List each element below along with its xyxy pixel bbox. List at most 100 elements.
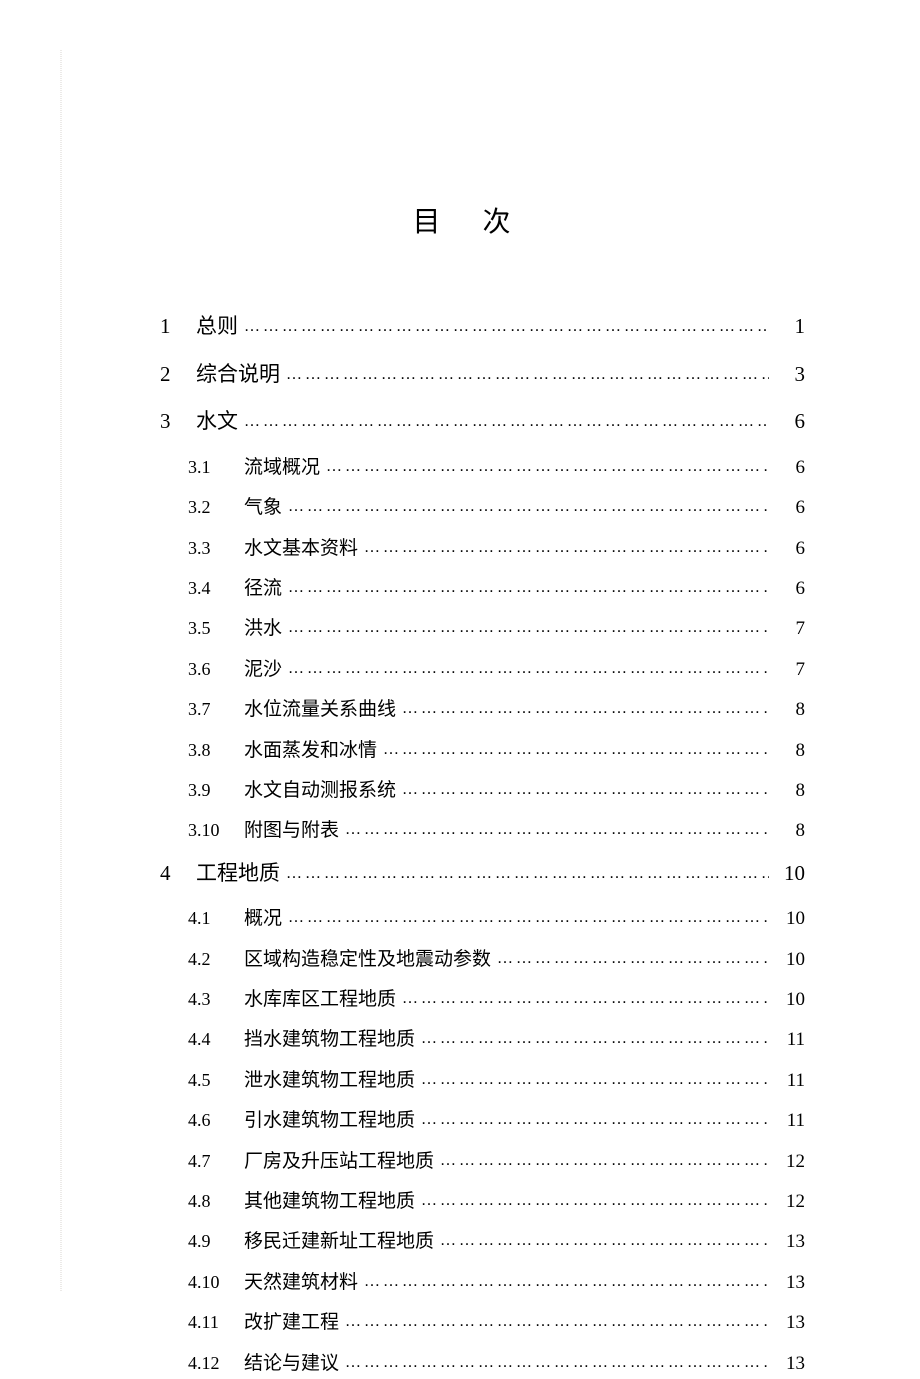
toc-entry: 4.11改扩建工程…………………………………………………………………………………… (160, 1308, 805, 1338)
toc-dot-leader: …………………………………………………………………………………………………………… (421, 1107, 769, 1133)
toc-number: 3.10 (188, 816, 244, 845)
toc-page-number: 6 (777, 405, 805, 439)
toc-dot-leader: …………………………………………………………………………………………………………… (345, 1350, 769, 1376)
toc-entry: 4.9移民迁建新址工程地质………………………………………………………………………… (160, 1227, 805, 1257)
toc-title: 厂房及升压站工程地质 (244, 1147, 434, 1177)
toc-page-number: 1 (777, 310, 805, 344)
toc-entry: 3水文…………………………………………………………………………………………………… (160, 405, 805, 439)
toc-title: 水库库区工程地质 (244, 985, 396, 1015)
toc-dot-leader: …………………………………………………………………………………………………………… (421, 1026, 769, 1052)
toc-page-number: 8 (777, 736, 805, 766)
toc-dot-leader: …………………………………………………………………………………………………………… (383, 737, 769, 763)
toc-number: 4.1 (188, 904, 244, 933)
toc-dot-leader: …………………………………………………………………………………………………………… (421, 1067, 769, 1093)
toc-title: 水文基本资料 (244, 534, 358, 564)
toc-dot-leader: …………………………………………………………………………………………………………… (288, 615, 769, 641)
toc-entry: 4.7厂房及升压站工程地质………………………………………………………………………… (160, 1147, 805, 1177)
toc-entry: 4.1概况……………………………………………………………………………………………… (160, 904, 805, 934)
toc-page-number: 6 (777, 493, 805, 523)
toc-entry: 4.3水库库区工程地质……………………………………………………………………………… (160, 985, 805, 1015)
toc-title: 总则 (196, 310, 238, 344)
toc-entry: 3.8水面蒸发和冰情………………………………………………………………………………… (160, 736, 805, 766)
toc-dot-leader: …………………………………………………………………………………………………………… (402, 696, 769, 722)
toc-title: 工程地质 (196, 857, 280, 891)
toc-title: 水面蒸发和冰情 (244, 736, 377, 766)
toc-title: 泄水建筑物工程地质 (244, 1066, 415, 1096)
toc-number: 3.4 (188, 574, 244, 603)
toc-entry: 3.4径流……………………………………………………………………………………………… (160, 574, 805, 604)
toc-page-number: 13 (777, 1349, 805, 1379)
toc-page-number: 7 (777, 614, 805, 644)
toc-dot-leader: …………………………………………………………………………………………………………… (286, 861, 769, 887)
toc-title: 挡水建筑物工程地质 (244, 1025, 415, 1055)
toc-title: 水位流量关系曲线 (244, 695, 396, 725)
toc-page-number: 13 (777, 1308, 805, 1338)
toc-title: 径流 (244, 574, 282, 604)
toc-title: 水文 (196, 405, 238, 439)
toc-number: 3.3 (188, 534, 244, 563)
toc-entry: 4.5泄水建筑物工程地质…………………………………………………………………………… (160, 1066, 805, 1096)
toc-page-number: 11 (777, 1025, 805, 1055)
toc-dot-leader: …………………………………………………………………………………………………………… (402, 777, 769, 803)
toc-page-number: 10 (777, 945, 805, 975)
toc-number: 4.5 (188, 1066, 244, 1095)
table-of-contents: 1总则…………………………………………………………………………………………………… (160, 310, 805, 1379)
toc-page-number: 12 (777, 1147, 805, 1177)
toc-entry: 4.10天然建筑材料………………………………………………………………………………… (160, 1268, 805, 1298)
toc-page-number: 8 (777, 776, 805, 806)
toc-page-number: 11 (777, 1066, 805, 1096)
toc-page-number: 13 (777, 1227, 805, 1257)
toc-number: 3.8 (188, 736, 244, 765)
toc-page-number: 6 (777, 534, 805, 564)
toc-dot-leader: …………………………………………………………………………………………………………… (440, 1148, 769, 1174)
toc-entry: 3.3水文基本资料…………………………………………………………………………………… (160, 534, 805, 564)
toc-number: 4.2 (188, 945, 244, 974)
toc-page-number: 7 (777, 655, 805, 685)
toc-title: 附图与附表 (244, 816, 339, 846)
toc-dot-leader: …………………………………………………………………………………………………………… (288, 575, 769, 601)
toc-entry: 4工程地质……………………………………………………………………………………………… (160, 857, 805, 891)
page-title: 目次 (160, 200, 805, 240)
toc-number: 3 (160, 405, 196, 439)
toc-dot-leader: …………………………………………………………………………………………………………… (288, 656, 769, 682)
toc-number: 3.1 (188, 453, 244, 482)
toc-title: 水文自动测报系统 (244, 776, 396, 806)
toc-number: 4.7 (188, 1147, 244, 1176)
toc-page-number: 3 (777, 358, 805, 392)
toc-title: 其他建筑物工程地质 (244, 1187, 415, 1217)
toc-dot-leader: …………………………………………………………………………………………………………… (288, 905, 769, 931)
toc-title: 引水建筑物工程地质 (244, 1106, 415, 1136)
toc-number: 4.9 (188, 1227, 244, 1256)
toc-entry: 3.10附图与附表…………………………………………………………………………………… (160, 816, 805, 846)
toc-number: 4.3 (188, 985, 244, 1014)
toc-page-number: 6 (777, 574, 805, 604)
toc-dot-leader: …………………………………………………………………………………………………………… (345, 817, 769, 843)
toc-page-number: 8 (777, 695, 805, 725)
toc-title: 综合说明 (196, 358, 280, 392)
toc-number: 4.4 (188, 1025, 244, 1054)
toc-number: 4.12 (188, 1349, 244, 1378)
toc-page-number: 8 (777, 816, 805, 846)
toc-page-number: 10 (777, 857, 805, 891)
toc-page-number: 12 (777, 1187, 805, 1217)
toc-dot-leader: …………………………………………………………………………………………………………… (440, 1228, 769, 1254)
toc-title: 移民迁建新址工程地质 (244, 1227, 434, 1257)
toc-dot-leader: …………………………………………………………………………………………………………… (244, 314, 769, 340)
toc-entry: 3.7水位流量关系曲线……………………………………………………………………………… (160, 695, 805, 725)
toc-dot-leader: …………………………………………………………………………………………………………… (288, 494, 769, 520)
toc-number: 4.6 (188, 1106, 244, 1135)
toc-page-number: 10 (777, 904, 805, 934)
toc-entry: 4.8其他建筑物工程地质…………………………………………………………………………… (160, 1187, 805, 1217)
toc-number: 3.7 (188, 695, 244, 724)
toc-entry: 3.1流域概况………………………………………………………………………………………… (160, 453, 805, 483)
toc-entry: 3.9水文自动测报系统……………………………………………………………………………… (160, 776, 805, 806)
page-left-edge (60, 50, 62, 1292)
toc-entry: 1 总则…………………………………………………………………………………………………… (160, 310, 805, 344)
toc-entry: 4.12结论与建议…………………………………………………………………………………… (160, 1349, 805, 1379)
toc-title: 流域概况 (244, 453, 320, 483)
toc-number: 4 (160, 857, 196, 891)
toc-title: 区域构造稳定性及地震动参数 (244, 945, 491, 975)
toc-title: 结论与建议 (244, 1349, 339, 1379)
toc-number: 3.5 (188, 614, 244, 643)
toc-title: 气象 (244, 493, 282, 523)
